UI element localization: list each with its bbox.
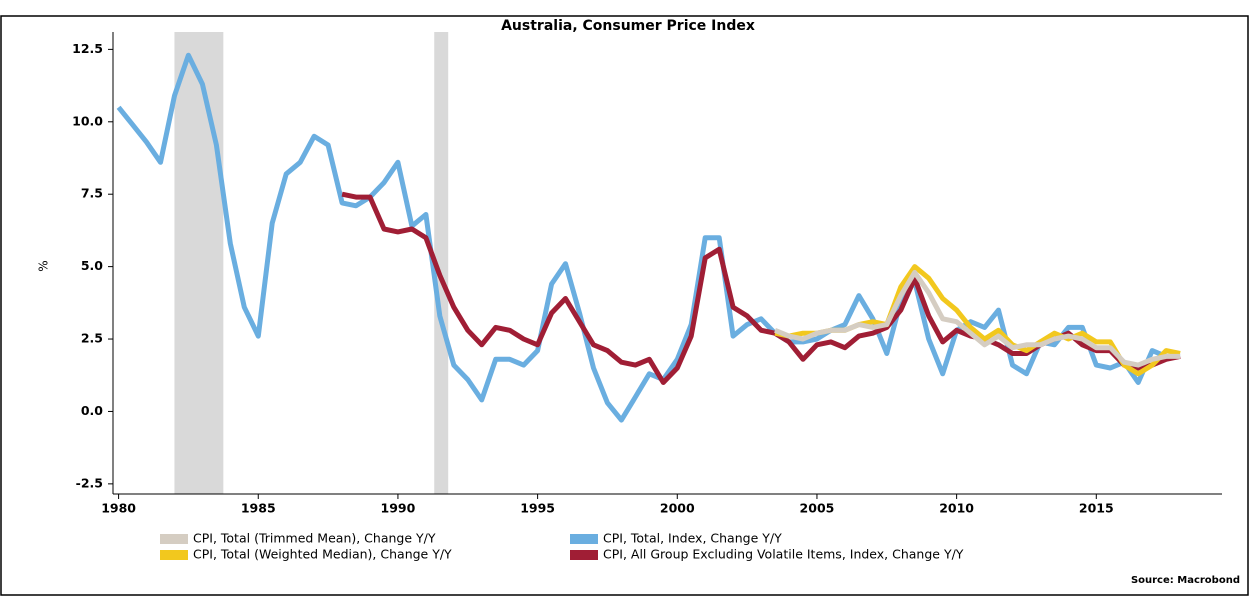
x-tick-label: 2015	[1079, 501, 1114, 516]
series-line	[774, 269, 1181, 368]
y-tick-label: 10.0	[72, 113, 103, 128]
y-tick-label: -2.5	[76, 475, 103, 490]
shaded-period	[434, 32, 449, 494]
y-tick-label: 12.5	[72, 41, 103, 56]
y-tick-label: 2.5	[81, 331, 103, 346]
y-tick-label: 5.0	[81, 258, 103, 273]
legend-label: CPI, Total (Weighted Median), Change Y/Y	[193, 547, 452, 562]
legend-swatch	[160, 534, 188, 544]
x-tick-label: 2000	[660, 501, 695, 516]
x-tick-label: 2005	[800, 501, 835, 516]
series-line	[116, 52, 1181, 423]
legend-label: CPI, Total, Index, Change Y/Y	[603, 531, 782, 546]
x-tick-label: 1980	[101, 501, 136, 516]
legend-label: CPI, All Group Excluding Volatile Items,…	[603, 547, 964, 562]
shaded-period	[174, 32, 224, 494]
x-tick-label: 1995	[520, 501, 555, 516]
y-tick-label: 7.5	[81, 186, 103, 201]
x-tick-label: 1985	[241, 501, 276, 516]
frame	[0, 15, 1249, 596]
legend-swatch	[160, 550, 188, 560]
legend-swatch	[570, 534, 598, 544]
y-axis-label: %	[37, 260, 51, 271]
legend-label: CPI, Total (Trimmed Mean), Change Y/Y	[193, 531, 436, 546]
legend-swatch	[570, 550, 598, 560]
series-line	[341, 191, 1181, 385]
source: Source: Macrobond	[1131, 575, 1240, 586]
x-tick-label: 2010	[939, 501, 974, 516]
y-tick-label: 0.0	[81, 403, 103, 418]
chart-title: Australia, Consumer Price Index	[501, 18, 755, 34]
x-tick-label: 1990	[381, 501, 416, 516]
